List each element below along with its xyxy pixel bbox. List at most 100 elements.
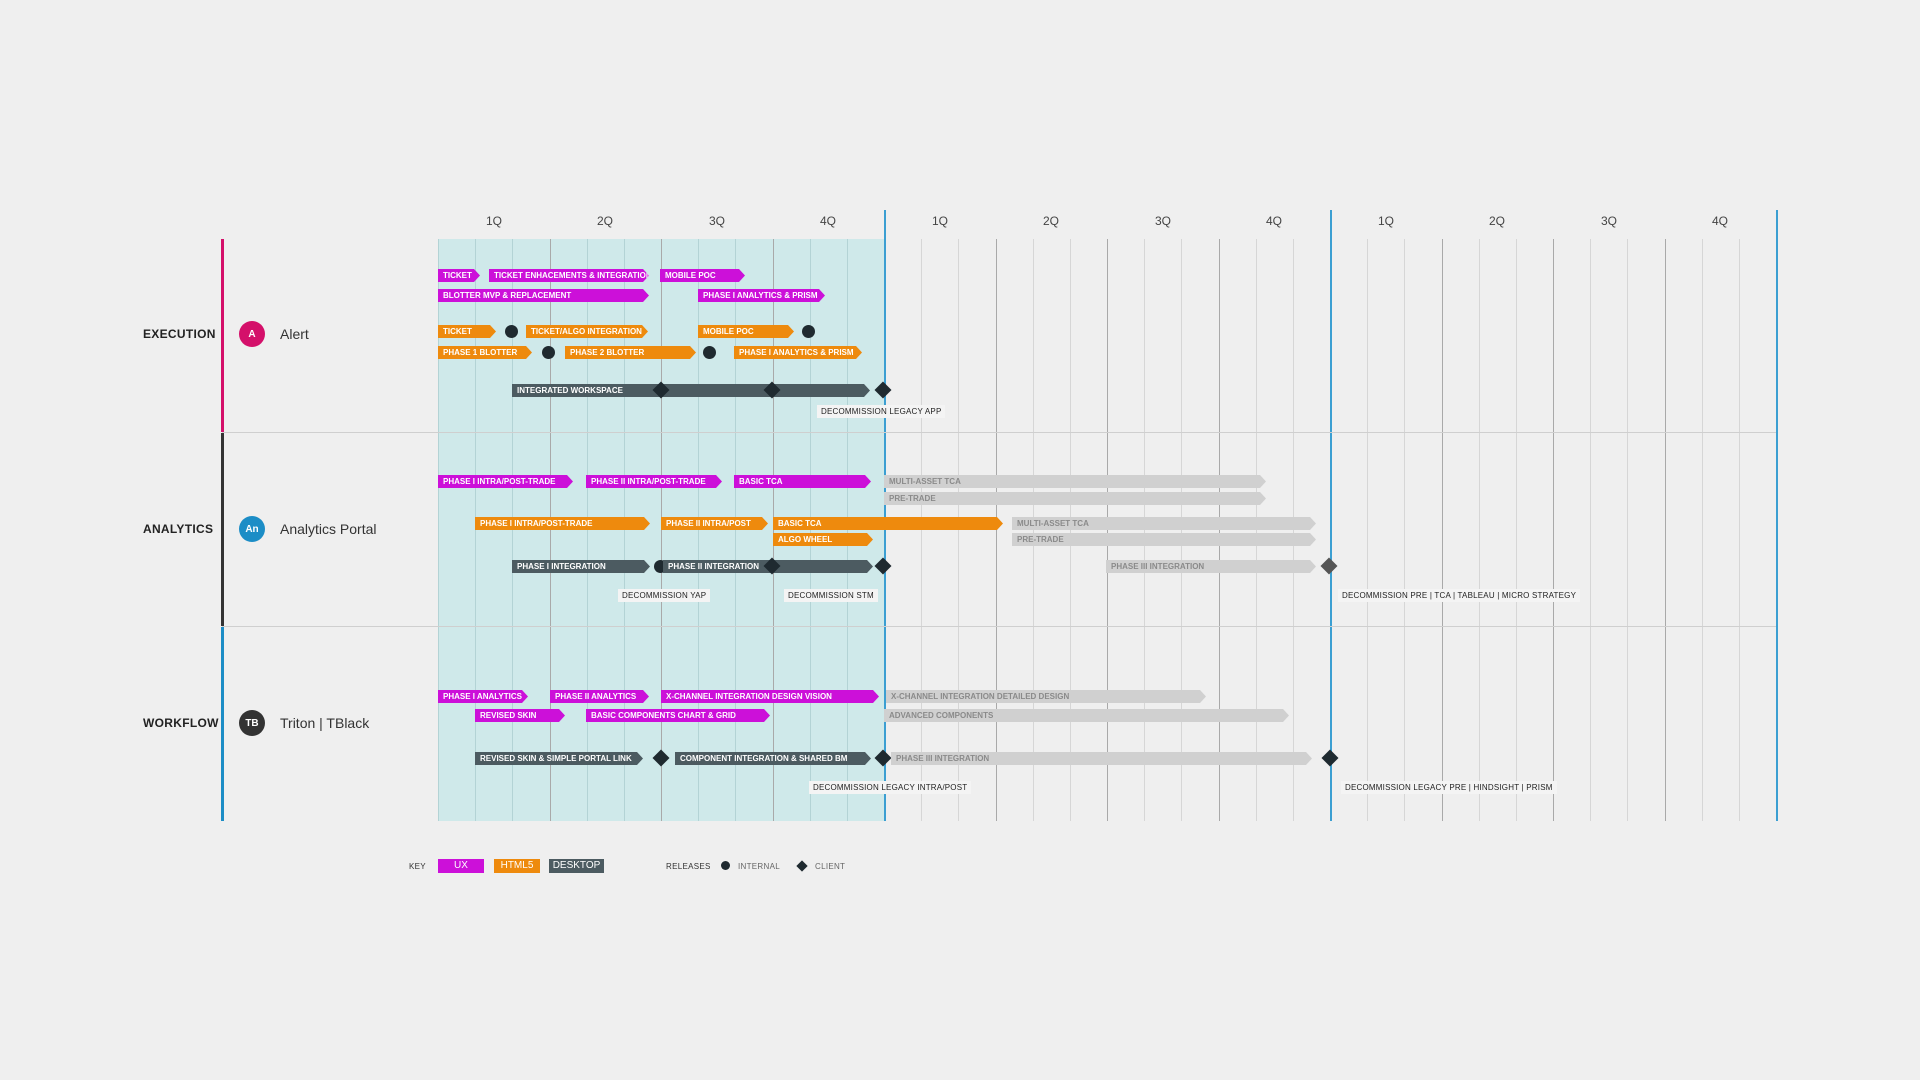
quarter-label: 2Q xyxy=(1488,214,1506,228)
grid-line xyxy=(1516,239,1517,821)
quarter-label: 2Q xyxy=(1042,214,1060,228)
grid-line xyxy=(475,239,476,821)
grid-line xyxy=(1479,239,1480,821)
section-label-workflow: WORKFLOW xyxy=(143,716,219,730)
bar-future: PHASE III INTEGRATION xyxy=(1106,560,1316,573)
quarter-label: 1Q xyxy=(485,214,503,228)
grid-line xyxy=(1293,239,1294,821)
internal-release-marker xyxy=(802,325,815,338)
quarter-label: 3Q xyxy=(1600,214,1618,228)
grid-line xyxy=(847,239,848,821)
grid-line xyxy=(1256,239,1257,821)
bar-ux: PHASE I ANALYTICS & PRISM xyxy=(698,289,825,302)
legend-desktop-chip: DESKTOP xyxy=(549,859,604,873)
legend-key-label: KEY xyxy=(409,862,426,871)
decommission-note: DECOMMISSION STM xyxy=(784,589,878,602)
grid-line xyxy=(958,239,959,821)
quarter-line xyxy=(773,239,774,821)
bar-future: X-CHANNEL INTEGRATION DETAILED DESIGN xyxy=(886,690,1206,703)
grid-line xyxy=(1590,239,1591,821)
bar-html5: TICKET/ALGO INTEGRATION xyxy=(526,325,648,338)
legend-client-label: CLIENT xyxy=(815,862,846,871)
internal-release-icon xyxy=(721,861,730,870)
bar-html5: PHASE I INTRA/POST-TRADE xyxy=(475,517,650,530)
bar-html5: MOBILE POC xyxy=(698,325,794,338)
grid-line xyxy=(698,239,699,821)
grid-line xyxy=(1070,239,1071,821)
decommission-note: DECOMMISSION LEGACY PRE | HINDSIGHT | PR… xyxy=(1341,781,1557,794)
year-boundary-line xyxy=(1776,210,1778,821)
legend-releases-label: RELEASES xyxy=(666,862,711,871)
quarter-label: 4Q xyxy=(1711,214,1729,228)
bar-ux: PHASE I INTRA/POST-TRADE xyxy=(438,475,573,488)
execution-rule xyxy=(221,239,224,432)
internal-release-marker xyxy=(542,346,555,359)
quarter-label: 4Q xyxy=(819,214,837,228)
quarter-line xyxy=(661,239,662,821)
bar-future: PRE-TRADE xyxy=(1012,533,1316,546)
bar-ux: BLOTTER MVP & REPLACEMENT xyxy=(438,289,649,302)
grid-line xyxy=(1404,239,1405,821)
bar-ux: REVISED SKIN xyxy=(475,709,565,722)
grid-line xyxy=(921,239,922,821)
quarter-label: 1Q xyxy=(1377,214,1395,228)
quarter-line xyxy=(1665,239,1666,821)
analytics-rule xyxy=(221,433,224,626)
bar-ux: TICKET xyxy=(438,269,480,282)
bar-desktop: REVISED SKIN & SIMPLE PORTAL LINK xyxy=(475,752,643,765)
grid-line xyxy=(1367,239,1368,821)
bar-html5: ALGO WHEEL xyxy=(773,533,873,546)
grid-line xyxy=(1627,239,1628,821)
year-boundary-line xyxy=(1330,210,1332,821)
bar-ux: BASIC TCA xyxy=(734,475,871,488)
legend-ux-chip: UX xyxy=(438,859,484,873)
bar-html5: TICKET xyxy=(438,325,496,338)
avatar: A xyxy=(239,321,265,347)
quarter-label: 3Q xyxy=(1154,214,1172,228)
decommission-note: DECOMMISSION PRE | TCA | TABLEAU | MICRO… xyxy=(1338,589,1581,602)
bar-future: ADVANCED COMPONENTS xyxy=(884,709,1289,722)
client-release-icon xyxy=(796,860,808,872)
section-divider xyxy=(222,626,1776,627)
grid-line xyxy=(735,239,736,821)
bar-ux: X-CHANNEL INTEGRATION DESIGN VISION xyxy=(661,690,879,703)
grid-line xyxy=(587,239,588,821)
bar-ux: PHASE II INTRA/POST-TRADE xyxy=(586,475,722,488)
decommission-note: DECOMMISSION YAP xyxy=(618,589,711,602)
grid-line xyxy=(512,239,513,821)
bar-desktop: INTEGRATED WORKSPACE xyxy=(512,384,870,397)
client-release-marker xyxy=(1321,749,1339,767)
year-boundary-line xyxy=(884,210,886,821)
bar-desktop: PHASE I INTEGRATION xyxy=(512,560,650,573)
quarter-label: 2Q xyxy=(596,214,614,228)
bar-html5: PHASE I ANALYTICS & PRISM xyxy=(734,346,862,359)
quarter-label: 3Q xyxy=(708,214,726,228)
workflow-rule xyxy=(221,627,224,821)
bar-html5: PHASE II INTRA/POST xyxy=(661,517,768,530)
grid-line xyxy=(1033,239,1034,821)
quarter-label: 1Q xyxy=(931,214,949,228)
bar-future: MULTI-ASSET TCA xyxy=(1012,517,1316,530)
grid-line xyxy=(624,239,625,821)
section-divider xyxy=(222,432,1776,433)
bar-html5: BASIC TCA xyxy=(773,517,1003,530)
app-name-analytics-portal: Analytics Portal xyxy=(280,521,377,537)
bar-ux: PHASE I ANALYTICS xyxy=(438,690,528,703)
app-name-alert: Alert xyxy=(280,326,309,342)
bar-future: PRE-TRADE xyxy=(884,492,1266,505)
quarter-line xyxy=(996,239,997,821)
quarter-line xyxy=(1219,239,1220,821)
bar-future: PHASE III INTEGRATION xyxy=(891,752,1312,765)
grid-line xyxy=(1144,239,1145,821)
quarter-line xyxy=(1553,239,1554,821)
bar-html5: PHASE 1 BLOTTER xyxy=(438,346,532,359)
bar-desktop: COMPONENT INTEGRATION & SHARED BM xyxy=(675,752,871,765)
grid-line xyxy=(1181,239,1182,821)
section-label-execution: EXECUTION xyxy=(143,327,216,341)
app-name-triton-tblack: Triton | TBlack xyxy=(280,715,370,731)
bar-ux: PHASE II ANALYTICS xyxy=(550,690,649,703)
grid-line xyxy=(810,239,811,821)
quarter-line xyxy=(438,239,439,821)
quarter-line xyxy=(550,239,551,821)
